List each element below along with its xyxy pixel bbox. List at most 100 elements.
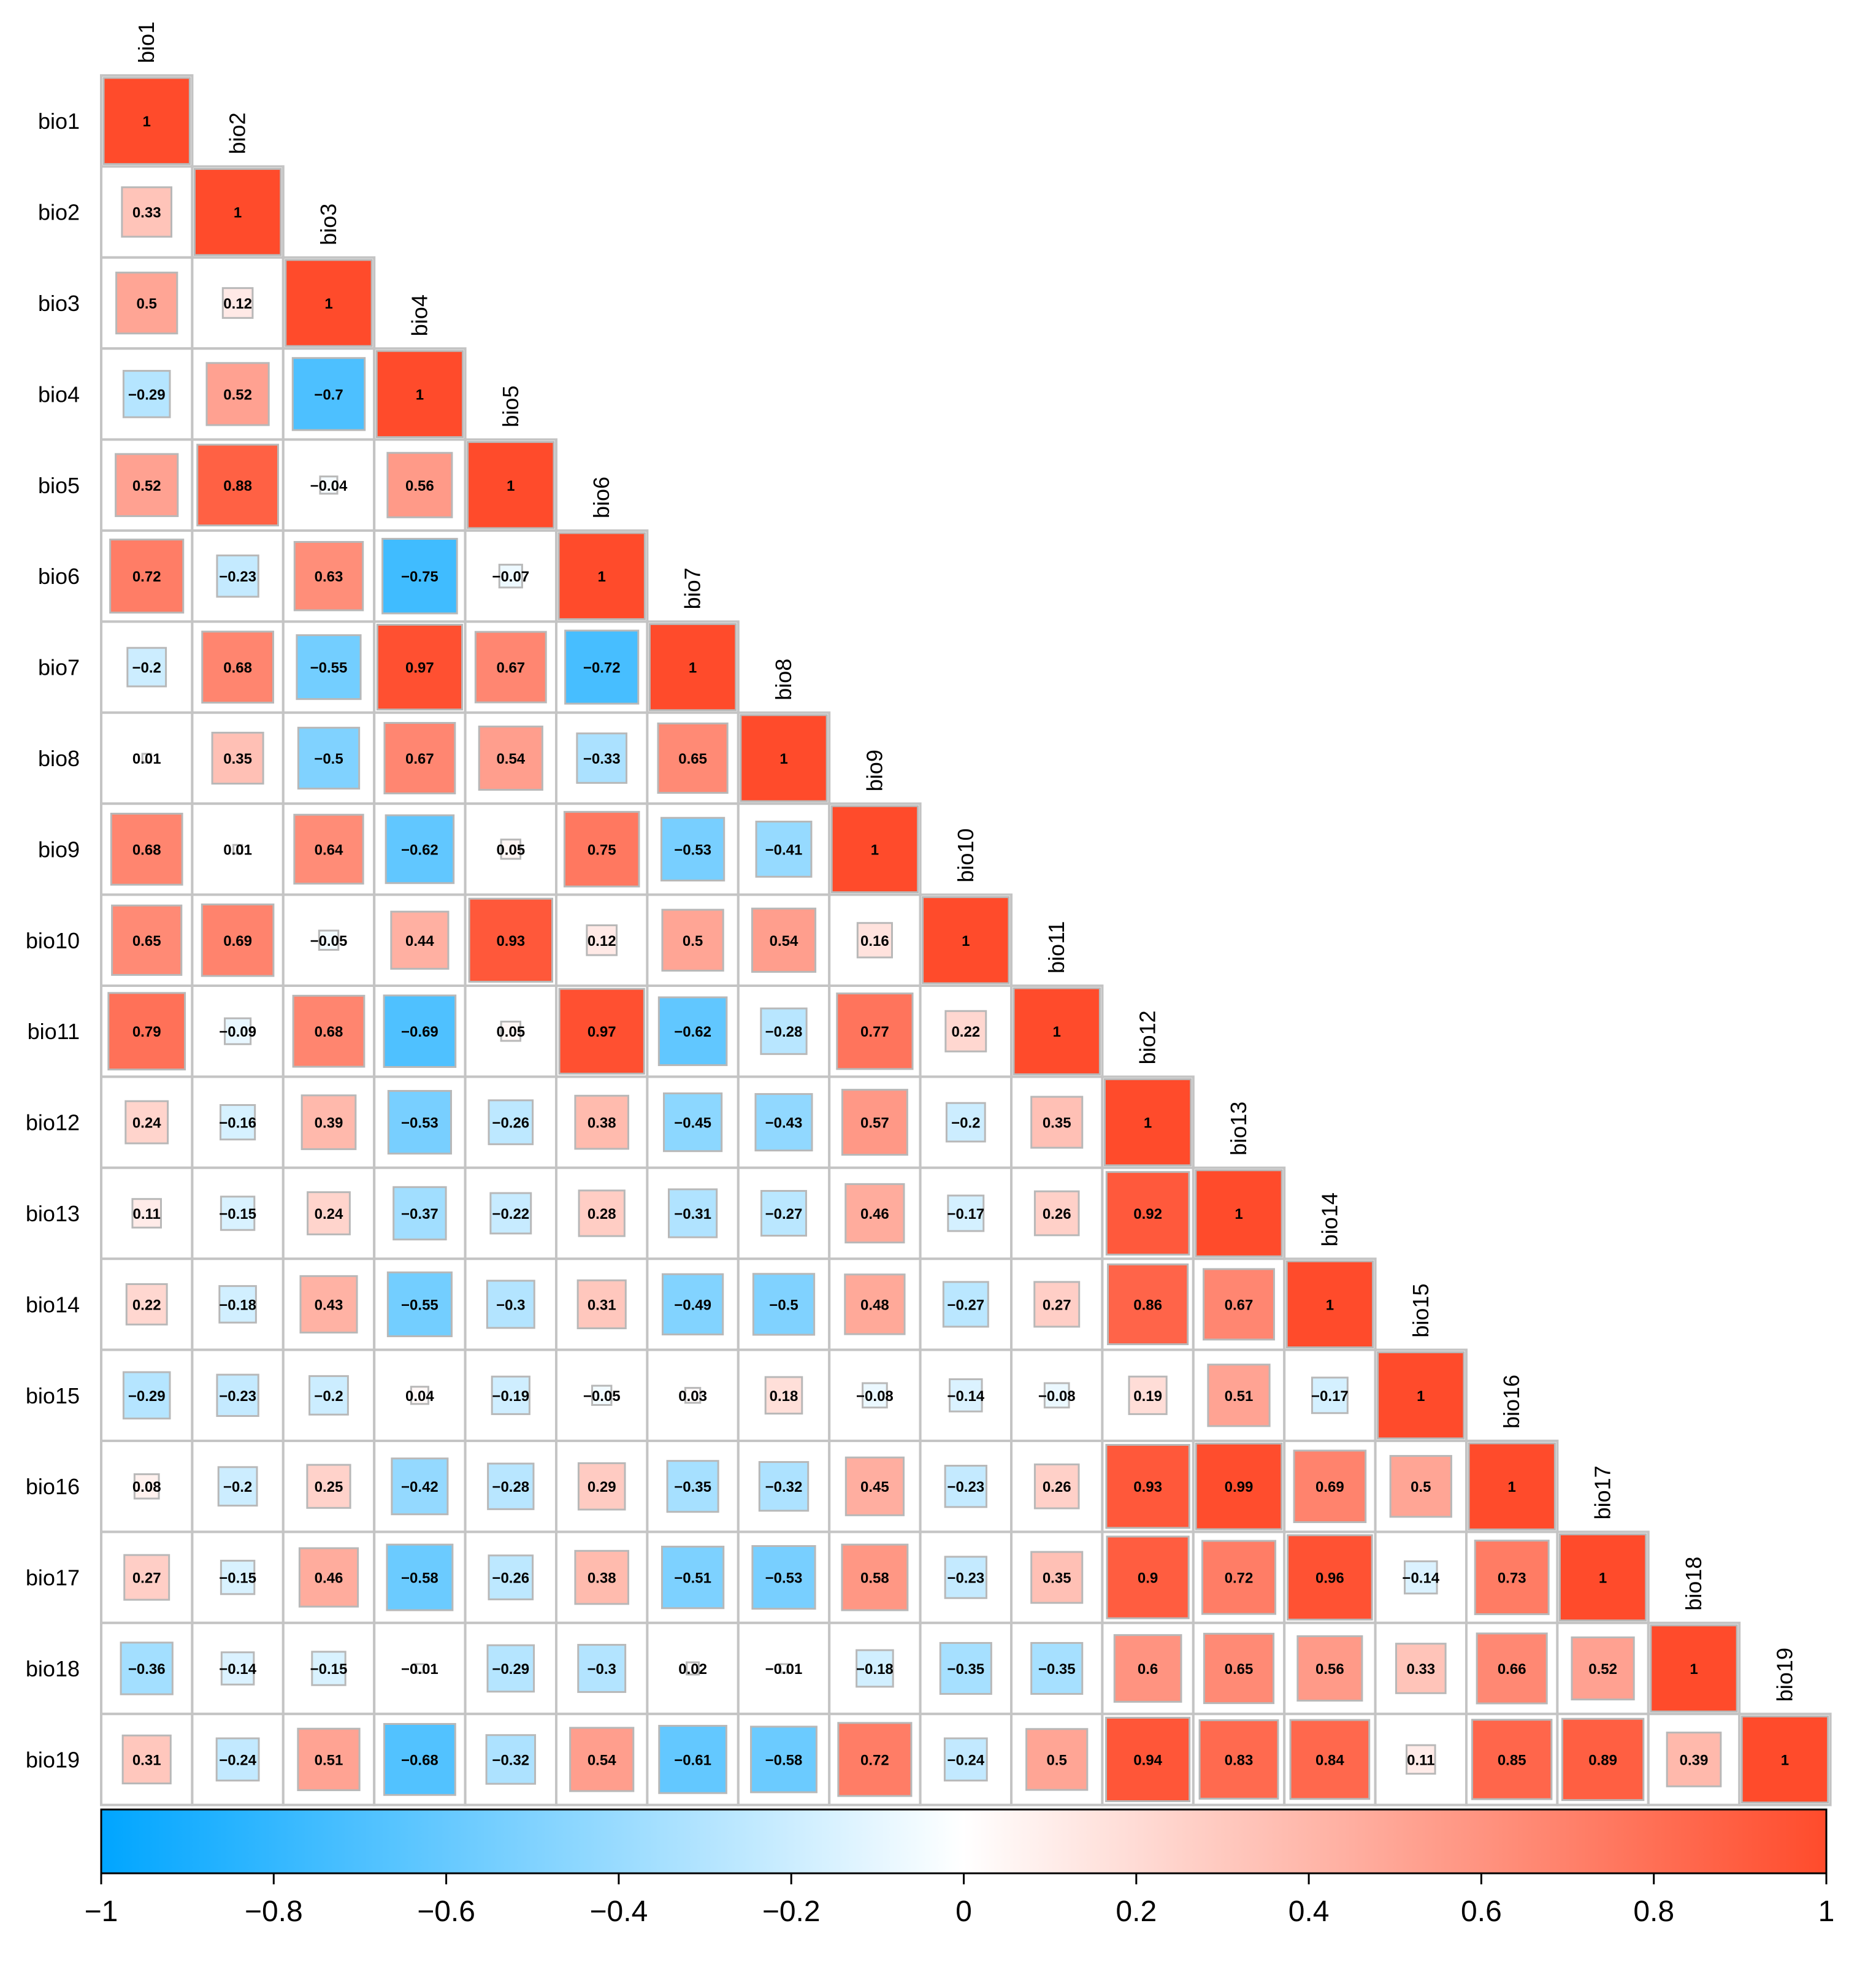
correlation-value-label: −0.55 — [310, 660, 348, 677]
correlation-value-label: −0.14 — [219, 1661, 256, 1678]
correlation-value-label: −0.07 — [492, 569, 529, 585]
correlation-square — [385, 814, 455, 885]
correlation-square — [844, 1273, 906, 1335]
heatmap-cell: 0.24 — [100, 1075, 194, 1169]
correlation-square — [778, 1663, 789, 1674]
correlation-value-label: −0.2 — [223, 1479, 252, 1495]
heatmap-cell: −0.01 — [737, 1621, 831, 1716]
correlation-square — [141, 753, 152, 764]
correlation-square — [220, 1651, 255, 1686]
heatmap-cell: 1 — [191, 165, 285, 259]
correlation-square — [755, 820, 813, 878]
correlation-value-label: −0.3 — [588, 1661, 616, 1678]
correlation-square — [841, 1089, 908, 1156]
heatmap-cell: −0.14 — [919, 1348, 1013, 1443]
heatmap-cell: 0.5 — [1374, 1440, 1468, 1533]
correlation-value-label: 0.46 — [860, 1206, 889, 1222]
correlation-square — [221, 287, 254, 319]
heatmap-cell: 0.99 — [1192, 1440, 1286, 1533]
heatmap-cell: 0.96 — [1283, 1530, 1377, 1624]
heatmap-cell: −0.62 — [373, 802, 467, 896]
correlation-value-label: 0.72 — [860, 1752, 889, 1768]
correlation-square — [410, 1386, 429, 1405]
correlation-value-label: 0.05 — [496, 1024, 525, 1040]
correlation-value-label: 0.68 — [223, 660, 252, 677]
heatmap-cell: 0.9 — [1101, 1530, 1195, 1624]
correlation-value-label: 0.94 — [1133, 1752, 1162, 1768]
correlation-square — [107, 992, 186, 1071]
correlation-value-label: 0.5 — [1411, 1479, 1431, 1495]
column-label: bio4 — [407, 294, 432, 336]
correlation-value-label: 0.65 — [132, 933, 161, 950]
correlation-square — [1561, 1717, 1645, 1802]
correlation-value-label: −0.53 — [765, 1570, 803, 1587]
colorbar-tick-label: −0.4 — [590, 1895, 648, 1928]
correlation-value-label: 0.51 — [315, 1752, 343, 1768]
heatmap-cell: 0.39 — [1647, 1713, 1741, 1806]
correlation-square — [111, 904, 183, 976]
correlation-value-label: −0.23 — [947, 1479, 984, 1495]
correlation-square — [193, 167, 282, 256]
correlation-value-label: 0.77 — [860, 1024, 889, 1040]
heatmap-cell: 0.75 — [555, 802, 649, 896]
row-label: bio6 — [38, 564, 80, 589]
column-label: bio18 — [1681, 1557, 1706, 1611]
colorbar-gradient — [100, 1808, 1828, 1875]
correlation-square — [381, 537, 458, 615]
correlation-value-label: 0.9 — [1138, 1570, 1158, 1587]
correlation-value-label: −0.26 — [492, 1570, 529, 1587]
correlation-value-label: −0.7 — [314, 386, 343, 403]
heatmap-cell: −0.17 — [1283, 1348, 1377, 1443]
heatmap-cell: 0.51 — [281, 1713, 376, 1806]
heatmap-cell: −0.53 — [373, 1075, 467, 1169]
correlation-square — [939, 1641, 992, 1695]
correlation-square — [296, 634, 362, 700]
heatmap-cell: 0.6 — [1101, 1621, 1195, 1716]
heatmap-cell: 0.27 — [100, 1530, 194, 1624]
correlation-value-label: 1 — [1781, 1752, 1789, 1768]
correlation-value-label: −0.5 — [769, 1297, 798, 1313]
correlation-value-label: 0.83 — [1225, 1752, 1254, 1768]
correlation-value-label: 0.89 — [1588, 1752, 1617, 1768]
correlation-value-label: 0.12 — [223, 296, 252, 312]
heatmap-cell: −0.18 — [191, 1257, 285, 1351]
correlation-value-label: 0.72 — [1225, 1570, 1254, 1587]
correlation-square — [558, 988, 645, 1075]
heatmap-cell: 0.12 — [555, 893, 649, 987]
heatmap-cell: −0.53 — [646, 802, 740, 896]
heatmap-cell: 1 — [555, 529, 649, 623]
correlation-value-label: −0.01 — [401, 1661, 438, 1678]
row-label: bio15 — [26, 1383, 80, 1408]
correlation-square — [1468, 1442, 1556, 1530]
heatmap-cell: 0.88 — [191, 438, 285, 532]
correlation-square — [311, 1651, 347, 1686]
correlation-square — [574, 1094, 629, 1150]
colorbar-tick-label: 0.2 — [1116, 1895, 1157, 1928]
correlation-square — [574, 1549, 629, 1605]
correlation-square — [491, 1375, 530, 1415]
correlation-square — [115, 453, 179, 517]
heatmap-cell: 0.05 — [464, 802, 557, 896]
heatmap-cell: 0.93 — [464, 893, 557, 987]
heatmap-cell: −0.24 — [919, 1713, 1013, 1806]
correlation-square — [577, 1644, 627, 1693]
correlation-value-label: 0.01 — [223, 842, 252, 858]
correlation-value-label: 0.85 — [1498, 1752, 1526, 1768]
correlation-value-label: 0.73 — [1498, 1570, 1526, 1587]
heatmap-cell: −0.04 — [281, 438, 376, 532]
correlation-square — [1474, 1540, 1550, 1616]
row-label: bio16 — [26, 1474, 80, 1499]
heatmap-cell: −0.31 — [646, 1166, 740, 1261]
correlation-square — [658, 1725, 727, 1794]
heatmap-cell: 0.72 — [828, 1713, 922, 1806]
heatmap-cell: 0.03 — [646, 1348, 740, 1443]
heatmap-cell: 0.68 — [281, 984, 376, 1078]
heatmap-cell: 0.16 — [828, 893, 922, 987]
correlation-square — [1195, 1442, 1283, 1530]
correlation-value-label: 0.29 — [588, 1479, 616, 1495]
heatmap-cell: 1 — [919, 893, 1013, 987]
correlation-value-label: −0.27 — [765, 1206, 803, 1222]
correlation-value-label: −0.37 — [401, 1206, 438, 1222]
row-label: bio19 — [26, 1747, 80, 1772]
correlation-value-label: −0.35 — [947, 1661, 984, 1678]
